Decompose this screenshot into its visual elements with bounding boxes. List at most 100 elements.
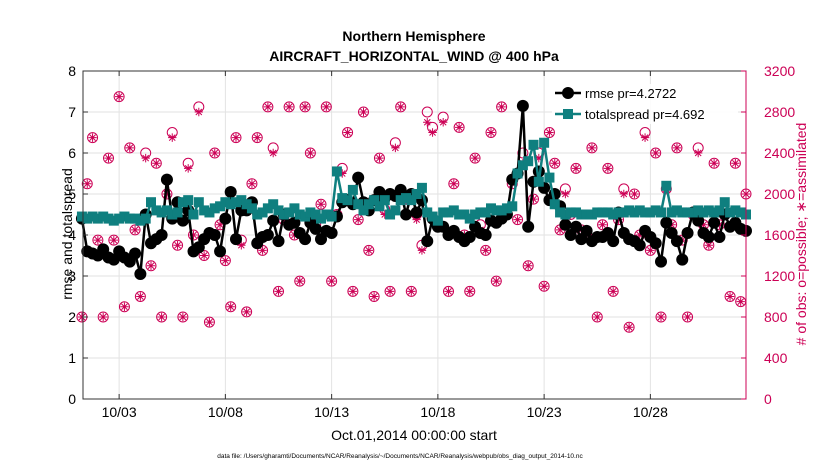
x-tick-label: 10/28 <box>633 404 668 420</box>
obs-possible-marker <box>682 311 694 323</box>
obs-assimilated-marker <box>736 297 745 306</box>
obs-assimilated-marker <box>247 179 257 188</box>
totalspread-point <box>252 209 263 220</box>
obs-possible-marker <box>708 157 720 169</box>
totalspread-point <box>586 209 597 220</box>
rmse-point <box>400 208 412 221</box>
totalspread-point <box>209 203 220 214</box>
obs-assimilated-marker <box>268 148 278 158</box>
obs-assimilated-marker <box>587 143 597 153</box>
obs-assimilated-marker <box>369 292 379 301</box>
rmse-point <box>208 229 221 241</box>
obs-assimilated-marker <box>173 241 182 250</box>
totalspread-point <box>491 205 502 216</box>
obs-assimilated-marker <box>699 220 708 229</box>
legend-box <box>552 84 738 124</box>
totalspread-point <box>523 156 534 167</box>
obs-possible-marker <box>597 219 609 231</box>
obs-possible-marker <box>522 260 534 272</box>
totalspread-point <box>406 195 417 206</box>
obs-possible-marker <box>156 311 168 323</box>
axes: 10/03 10/08 10/13 10/18 10/23 10/280123456780… <box>68 63 795 420</box>
rmse-point <box>692 214 705 227</box>
rmse-point <box>299 233 312 246</box>
obs-possible-marker <box>528 193 539 205</box>
totalspread-point <box>501 203 512 214</box>
totalspread-point <box>549 199 560 210</box>
rmse-point <box>670 235 683 248</box>
totalspread-point <box>167 209 178 220</box>
obs-assimilated-marker <box>210 148 219 158</box>
chart-subtitle: AIRCRAFT_HORIZONTAL_WIND @ 400 hPa <box>269 48 559 64</box>
totalspread-point <box>634 205 645 216</box>
rmse-point <box>522 220 535 233</box>
obs-possible-marker <box>570 162 582 174</box>
obs-possible-marker <box>262 101 274 113</box>
obs-possible-marker <box>219 255 231 267</box>
obs-assimilated-marker <box>162 189 172 199</box>
totalspread-point <box>231 197 241 208</box>
obs-assimilated-marker <box>316 200 326 209</box>
rmse-point <box>580 224 593 237</box>
totalspread-point <box>246 203 257 214</box>
obs-assimilated-marker <box>624 323 634 332</box>
obs-possible-marker <box>517 147 529 159</box>
totalspread-point <box>555 207 566 218</box>
obs-assimilated-marker <box>343 128 352 137</box>
obs-possible-marker <box>320 101 332 113</box>
totalspread-point <box>735 207 746 218</box>
obs-assimilated-marker <box>555 225 565 235</box>
obs-assimilated-marker <box>454 123 464 132</box>
obs-assimilated-marker <box>253 133 262 142</box>
totalspread-point <box>193 197 204 208</box>
obs-assimilated-marker <box>704 241 714 250</box>
legend-spread-label: totalspread pr=4.692 <box>585 107 705 122</box>
obs-assimilated-marker <box>651 148 660 158</box>
totalspread-point <box>597 207 608 218</box>
obs-assimilated-marker <box>189 230 198 240</box>
y2-tick-label: 2000 <box>764 186 795 202</box>
totalspread-point <box>188 209 199 220</box>
y-tick-label: 1 <box>68 350 76 366</box>
totalspread-point <box>432 215 443 226</box>
totalspread-point <box>156 207 167 218</box>
totalspread-point <box>448 205 459 216</box>
totalspread-point <box>316 213 326 224</box>
totalspread-point <box>284 207 295 218</box>
totalspread-point <box>618 207 629 218</box>
obs-assimilated-marker <box>486 128 496 137</box>
obs-assimilated-marker <box>561 189 570 199</box>
rmse-point <box>676 253 689 266</box>
obs-assimilated-marker <box>98 312 108 322</box>
obs-assimilated-marker <box>449 179 459 188</box>
rmse-point <box>559 218 572 231</box>
obs-assimilated-marker <box>109 235 119 245</box>
obs-assimilated-marker <box>359 107 368 117</box>
obs-assimilated-marker <box>619 189 629 199</box>
obs-assimilated-marker <box>672 143 682 153</box>
totalspread-point <box>613 207 624 218</box>
obs-possible-marker <box>405 285 417 297</box>
totalspread-point <box>640 207 651 218</box>
totalspread-point <box>236 195 247 206</box>
totalspread-point <box>496 205 507 216</box>
obs-assimilated-marker <box>465 287 474 296</box>
obs-possible-marker <box>480 244 492 256</box>
obs-assimilated-marker <box>300 102 310 112</box>
x-tick-label: 10/18 <box>420 404 455 420</box>
y-tick-label: 0 <box>68 391 76 407</box>
y2-tick-label: 1200 <box>764 268 795 284</box>
obs-assimilated-marker <box>656 312 666 322</box>
y-tick-label: 8 <box>68 63 76 79</box>
obs-possible-marker <box>602 162 614 174</box>
obs-assimilated-marker <box>353 215 363 224</box>
rmse-point <box>516 99 529 112</box>
obs-possible-marker <box>299 101 311 113</box>
obs-possible-marker <box>586 142 598 154</box>
rmse-point <box>479 229 492 241</box>
rmse-point <box>325 226 338 239</box>
rmse-point <box>288 216 301 229</box>
obs-assimilated-marker <box>183 164 193 173</box>
obs-assimilated-marker <box>226 302 235 311</box>
obs-assimilated-marker <box>327 276 336 286</box>
